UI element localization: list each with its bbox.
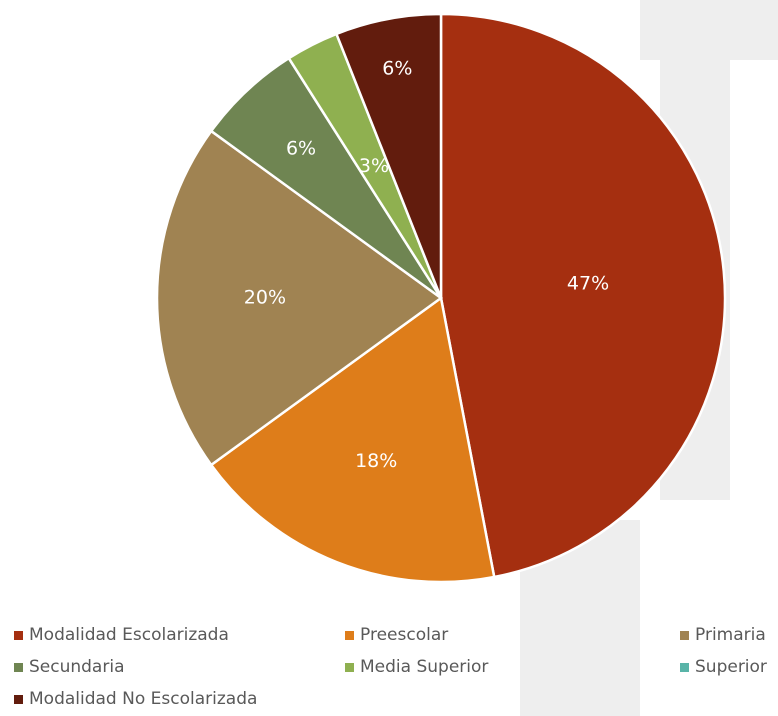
pie-slice-labels: 47% 18% 20% 6% 3% 6% bbox=[244, 58, 609, 472]
pie-slice-label: 47% bbox=[567, 273, 609, 295]
legend-item-preescolar: Preescolar bbox=[345, 624, 448, 646]
pie-slice-label: 20% bbox=[244, 287, 286, 309]
pie-slices bbox=[155, 12, 727, 584]
legend-swatch bbox=[345, 662, 354, 672]
legend-swatch bbox=[14, 630, 23, 640]
pie-slice-label: 3% bbox=[359, 155, 389, 177]
legend-swatch bbox=[345, 630, 354, 640]
legend-label: Preescolar bbox=[360, 625, 449, 645]
pie-slice-modalidad-escolarizada bbox=[439, 12, 727, 579]
pie-slice-label: 18% bbox=[355, 450, 397, 472]
legend-label: Secundaria bbox=[29, 657, 125, 677]
legend-label: Superior bbox=[695, 657, 767, 677]
legend: Modalidad Escolarizada Preescolar Primar… bbox=[0, 616, 778, 716]
legend-swatch bbox=[14, 662, 23, 672]
legend-item-modalidad-escolarizada: Modalidad Escolarizada bbox=[14, 624, 229, 646]
pie-slice-modalidad-no-escolarizada bbox=[334, 12, 443, 299]
legend-swatch bbox=[680, 630, 689, 640]
legend-item-secundaria: Secundaria bbox=[14, 656, 124, 678]
legend-label: Modalidad No Escolarizada bbox=[29, 689, 258, 709]
legend-swatch bbox=[680, 662, 689, 672]
legend-item-primaria: Primaria bbox=[680, 624, 766, 646]
pie-slice-label: 6% bbox=[382, 58, 412, 80]
legend-label: Modalidad Escolarizada bbox=[29, 625, 229, 645]
legend-label: Media Superior bbox=[360, 657, 489, 677]
pie-slice-primaria bbox=[155, 129, 444, 467]
legend-label: Primaria bbox=[695, 625, 766, 645]
legend-item-superior: Superior bbox=[680, 656, 767, 678]
pie-slice-label: 6% bbox=[286, 137, 316, 159]
pie-slice-preescolar bbox=[209, 295, 496, 584]
legend-item-media-superior: Media Superior bbox=[345, 656, 488, 678]
legend-item-modalidad-no-escolarizada: Modalidad No Escolarizada bbox=[14, 688, 257, 710]
legend-swatch bbox=[14, 694, 23, 704]
